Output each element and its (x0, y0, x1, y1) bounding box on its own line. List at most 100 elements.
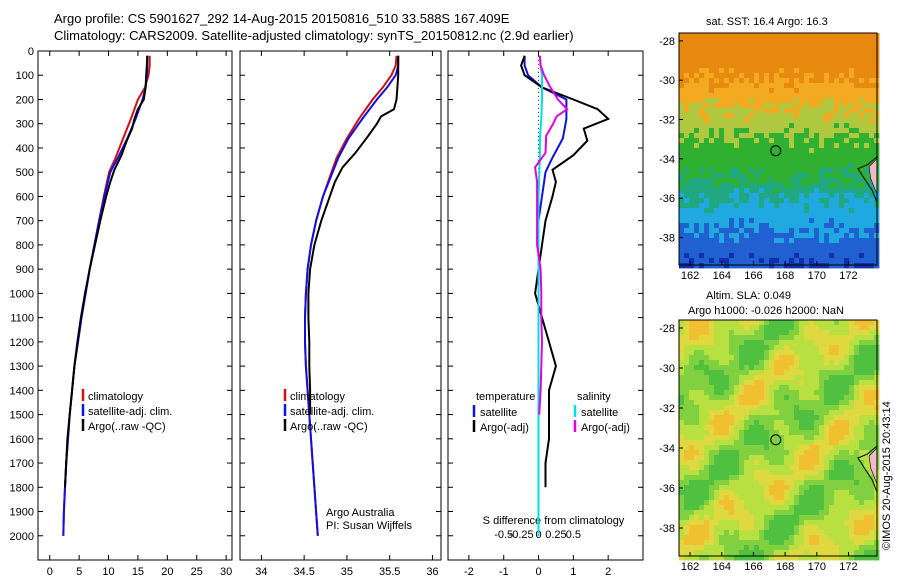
y-tick-label: -30 (659, 75, 675, 87)
map-field-cells (679, 33, 880, 269)
y-tick-label: 500 (16, 167, 34, 179)
map-sst: 162 164 166 168 170 172 -28 -30 -32 -34 -36 -38 (659, 32, 880, 282)
y-tick-label: -38 (659, 232, 675, 244)
y-tick-label: 1800 (10, 482, 34, 494)
series-line-argo (64, 55, 149, 488)
x-tick-label: 0 (47, 566, 53, 578)
top-axis-label: S difference from climatology (483, 515, 625, 527)
legend-label: climatology (290, 391, 346, 403)
top-tick-label: -0.5 (494, 529, 513, 541)
x-tick-label: 30 (220, 566, 232, 578)
x-tick-label: 166 (744, 561, 762, 573)
sst-map-title: sat. SST: 16.4 Argo: 16.3 (706, 16, 828, 28)
y-tick-label: 1200 (10, 337, 34, 349)
y-tick-label: 900 (16, 264, 34, 276)
y-tick-label: -34 (659, 443, 675, 455)
map-field-cells (679, 320, 880, 561)
y-tick-label: 1400 (10, 385, 34, 397)
figure-title-line2: Climatology: CARS2009. Satellite-adjuste… (54, 28, 574, 43)
x-tick-label: 170 (808, 270, 826, 282)
sla-map-subtitle: Argo h1000: -0.026 h2000: NaN (688, 305, 844, 317)
legend-label: satellite-adj. clim. (290, 406, 374, 418)
y-tick-label: 200 (16, 94, 34, 106)
profile-location-marker (770, 434, 782, 446)
series-line-satellite (304, 55, 400, 536)
series-line-argo_adj_salinity (534, 55, 569, 415)
x-tick-label: 2 (605, 566, 611, 578)
series-line-argo (520, 55, 611, 488)
legend-label: Argo(-adj) (480, 422, 529, 434)
y-tick-label: -32 (659, 115, 675, 127)
x-tick-label: 170 (808, 561, 826, 573)
y-tick-label: 300 (16, 119, 34, 131)
top-tick-label: 0.5 (566, 529, 581, 541)
y-tick-label: -34 (659, 154, 675, 166)
y-tick-label: -36 (659, 483, 675, 495)
y-tick-label: 2000 (10, 531, 34, 543)
y-tick-label: 400 (16, 143, 34, 155)
profile-panel-diff: -2-1012T difference from climatology-0.5… (447, 50, 644, 580)
x-tick-label: 25 (191, 566, 203, 578)
x-tick-label: 34.5 (293, 566, 314, 578)
legend-label: satellite (581, 407, 618, 419)
y-tick-label: 100 (16, 70, 34, 82)
top-tick-label: -0.25 (509, 529, 534, 541)
x-tick-label: 162 (681, 561, 699, 573)
y-tick-label: -28 (659, 36, 675, 48)
legend-label: Argo(-adj) (581, 422, 630, 434)
coastline (857, 445, 878, 493)
x-tick-label: 0 (535, 566, 541, 578)
profile-location-marker (770, 145, 782, 157)
y-tick-label: 1300 (10, 361, 34, 373)
x-tick-label: 164 (713, 270, 731, 282)
x-tick-label: 172 (839, 270, 857, 282)
x-tick-label: -1 (499, 566, 509, 578)
y-tick-label: 600 (16, 191, 34, 203)
x-tick-label: 35.5 (379, 566, 400, 578)
plot-frame (37, 50, 233, 561)
y-tick-label: 1600 (10, 434, 34, 446)
x-tick-label: 20 (161, 566, 173, 578)
legend-group-title: salinity (577, 391, 611, 403)
x-tick-label: 162 (681, 270, 699, 282)
x-tick-label: 15 (132, 566, 144, 578)
y-tick-label: 1700 (10, 458, 34, 470)
panel-annotation: Argo Australia (326, 507, 395, 519)
profile-panel-temp: 051015202530temperature (deg C)010020030… (10, 46, 233, 580)
y-tick-label: 1100 (10, 313, 34, 325)
x-tick-label: 166 (744, 270, 762, 282)
map-sla: 162 164 166 168 170 172 -28 -30 -32 -34 -36 -38 (659, 319, 880, 573)
profile-panel-sal: 3434.53535.536salinityclimatologysatelli… (239, 50, 442, 580)
imos-timestamp: ©IMOS 20-Aug-2015 20:43:14 (881, 401, 893, 550)
y-tick-label: -30 (659, 363, 675, 375)
x-tick-label: 168 (776, 270, 794, 282)
y-tick-label: 800 (16, 240, 34, 252)
x-tick-label: 5 (76, 566, 82, 578)
sla-map-title: Altim. SLA: 0.049 (706, 290, 791, 302)
y-tick-label: -28 (659, 323, 675, 335)
x-tick-label: 168 (776, 561, 794, 573)
y-tick-label: 1000 (10, 288, 34, 300)
series-line-argo (307, 55, 400, 415)
legend-label: Argo(..raw -QC) (290, 421, 368, 433)
y-tick-label: 0 (28, 46, 34, 58)
x-tick-label: 10 (102, 566, 114, 578)
x-tick-label: 164 (713, 561, 731, 573)
legend-label: climatology (88, 391, 144, 403)
coastline (857, 156, 878, 203)
x-tick-label: 1 (570, 566, 576, 578)
top-tick-label: 0.25 (545, 529, 566, 541)
x-tick-label: -2 (464, 566, 474, 578)
y-tick-label: -38 (659, 523, 675, 535)
legend-label: satellite-adj. clim. (88, 406, 172, 418)
y-tick-label: -36 (659, 193, 675, 205)
x-tick-label: 34 (255, 566, 267, 578)
legend-label: Argo(..raw -QC) (88, 421, 166, 433)
legend-group-title: temperature (476, 391, 535, 403)
y-tick-label: 700 (16, 216, 34, 228)
plot-frame (239, 50, 442, 561)
figure-title-line1: Argo profile: CS 5901627_292 14-Aug-2015… (54, 11, 510, 26)
map-frame (678, 32, 878, 266)
legend-label: satellite (480, 407, 517, 419)
